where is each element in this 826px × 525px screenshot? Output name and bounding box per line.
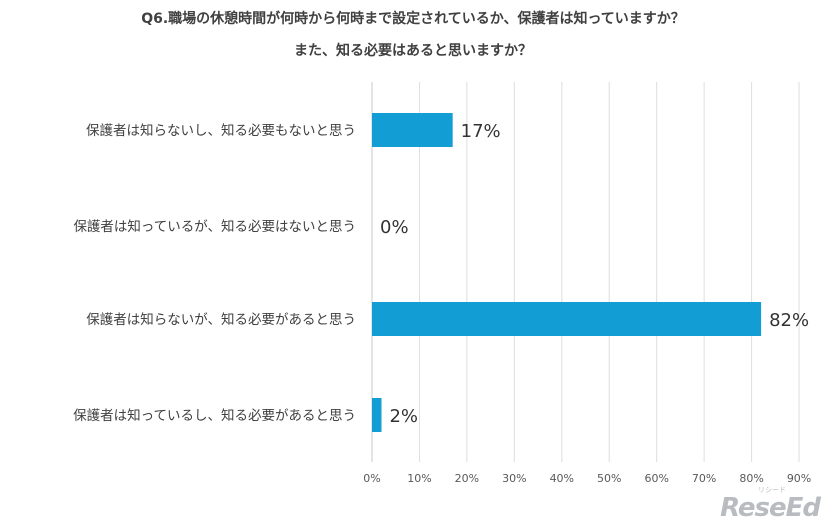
bar — [372, 398, 382, 432]
category-label: 保護者は知っているし、知る必要があると思う — [73, 407, 356, 424]
bar-value-label: 17% — [461, 121, 501, 142]
reseed-logo: ReseEd — [720, 493, 821, 523]
x-tick-label: 50% — [597, 472, 621, 485]
chart-title-line2: また、知る必要はあると思いますか？ — [294, 43, 532, 59]
x-tick-label: 30% — [502, 472, 526, 485]
x-tick-label: 80% — [739, 472, 763, 485]
bar-value-label: 2% — [389, 406, 418, 427]
logo-subtext: リシード — [758, 486, 786, 494]
bar — [372, 302, 762, 336]
bar-value-label: 0% — [380, 217, 409, 238]
x-tick-label: 10% — [407, 472, 431, 485]
x-tick-label: 70% — [692, 472, 716, 485]
x-tick-label: 0% — [363, 472, 380, 485]
x-tick-label: 60% — [644, 472, 668, 485]
chart-title-line1: Q6.職場の休憩時間が何時から何時まで設定されているか、保護者は知っていますか？ — [141, 11, 685, 27]
bar-value-label: 82% — [769, 310, 809, 331]
x-tick-label: 40% — [550, 472, 574, 485]
category-label: 保護者は知っているが、知る必要はないと思う — [73, 218, 356, 235]
bar — [372, 113, 453, 147]
category-label: 保護者は知らないし、知る必要もないと思う — [86, 122, 356, 139]
category-label: 保護者は知らないが、知る必要があると思う — [86, 311, 356, 328]
x-tick-label: 90% — [787, 472, 811, 485]
x-tick-label: 20% — [455, 472, 479, 485]
